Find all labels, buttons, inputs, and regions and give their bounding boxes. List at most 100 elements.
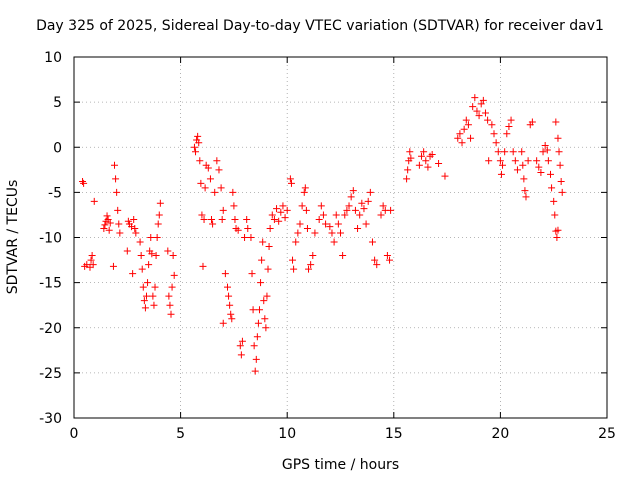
data-point (100, 224, 108, 232)
data-point (475, 112, 483, 120)
data-point (257, 279, 265, 287)
data-point (341, 211, 349, 219)
data-point (518, 148, 526, 156)
data-point (354, 224, 362, 232)
data-point (229, 188, 237, 196)
data-point (141, 304, 149, 312)
data-point (123, 247, 131, 255)
data-point (273, 205, 281, 213)
data-point (221, 270, 229, 278)
data-point (253, 333, 261, 341)
data-point (387, 206, 395, 214)
data-point (554, 226, 562, 234)
data-point (155, 211, 163, 219)
data-point (492, 139, 500, 147)
data-point (251, 367, 259, 375)
data-point (236, 342, 244, 350)
data-point (345, 202, 353, 210)
data-point (148, 250, 156, 258)
data-point (147, 234, 155, 241)
data-point (497, 170, 505, 178)
data-point (215, 166, 223, 174)
x-tick-label: 0 (70, 426, 79, 442)
data-point (364, 197, 372, 205)
data-point (301, 184, 309, 192)
data-point (89, 261, 97, 269)
data-point (131, 224, 139, 232)
data-point (104, 215, 112, 223)
data-point (237, 351, 245, 359)
data-point (473, 107, 481, 115)
data-point (553, 234, 561, 241)
data-point (351, 206, 359, 214)
data-point (248, 270, 256, 278)
data-point (479, 96, 487, 104)
data-point (142, 292, 150, 300)
data-point (265, 243, 273, 251)
data-point (307, 261, 315, 269)
data-point (550, 197, 558, 205)
data-point (471, 94, 479, 102)
data-point (105, 226, 113, 234)
data-point (226, 301, 234, 309)
data-point (551, 211, 559, 219)
data-point (300, 188, 308, 196)
data-point (151, 283, 159, 291)
data-point (424, 163, 432, 171)
data-point (505, 122, 513, 130)
data-point (524, 157, 532, 165)
data-point (88, 252, 96, 260)
data-point (533, 157, 541, 165)
data-point (204, 164, 212, 172)
data-point (488, 121, 496, 129)
data-point (114, 206, 122, 214)
data-point (138, 265, 146, 273)
data-point (522, 193, 530, 201)
data-point (552, 118, 560, 126)
data-point (115, 220, 123, 228)
data-point (228, 315, 236, 323)
data-point (279, 202, 287, 210)
data-point (144, 279, 152, 287)
data-point (219, 206, 227, 214)
data-point (153, 234, 161, 241)
data-point (290, 265, 298, 273)
data-point (418, 152, 426, 160)
data-point (113, 188, 121, 196)
y-tick-label: 0 (53, 140, 62, 156)
data-point (218, 215, 226, 223)
data-point (260, 297, 268, 305)
data-point (315, 215, 323, 223)
data-point (238, 337, 246, 345)
data-point (224, 283, 232, 291)
data-point (349, 187, 357, 195)
data-point (298, 202, 306, 210)
data-point (194, 132, 202, 140)
data-point (266, 224, 274, 232)
data-point (247, 234, 255, 241)
gridlines (74, 57, 607, 418)
data-point (281, 214, 289, 222)
data-point (268, 211, 276, 219)
data-point (464, 121, 472, 129)
data-point (366, 188, 374, 196)
y-tick-label: -25 (39, 366, 62, 382)
data-point (326, 223, 334, 231)
data-point (132, 229, 140, 237)
data-point (296, 220, 304, 228)
data-point (377, 211, 385, 219)
data-point (168, 283, 176, 291)
data-point (149, 292, 157, 300)
data-point (250, 342, 258, 350)
data-point (509, 148, 517, 156)
data-point (496, 157, 504, 165)
data-point (469, 103, 477, 111)
data-point (116, 229, 124, 237)
data-point (404, 166, 412, 174)
data-point (428, 150, 436, 158)
data-point (169, 252, 177, 260)
data-point (292, 238, 300, 246)
data-point (79, 178, 87, 186)
